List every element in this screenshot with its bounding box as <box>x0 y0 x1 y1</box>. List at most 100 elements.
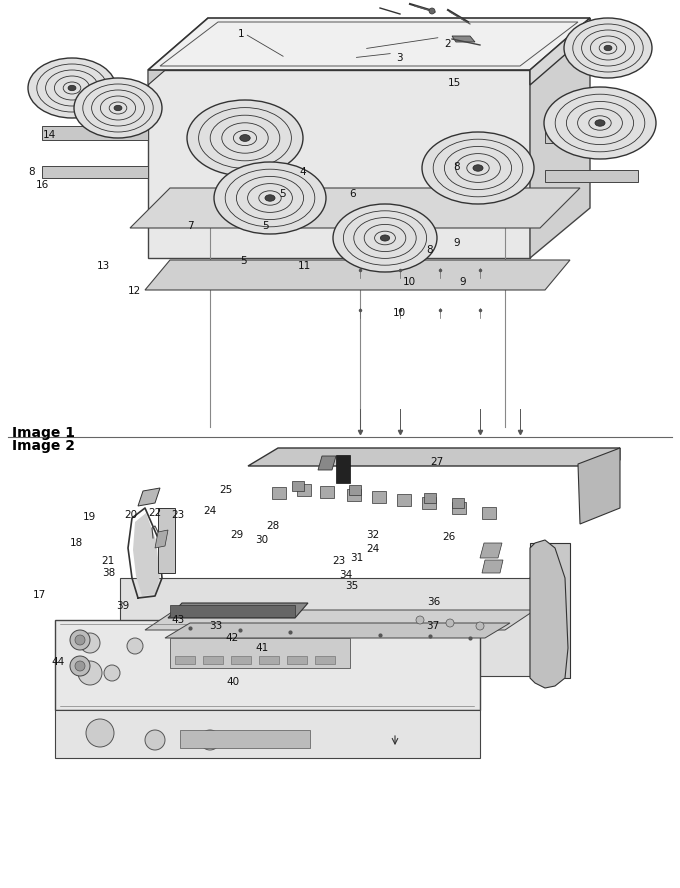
Polygon shape <box>545 130 638 143</box>
Bar <box>315 656 335 664</box>
Bar <box>180 730 310 748</box>
Text: 38: 38 <box>102 567 116 578</box>
Circle shape <box>429 8 435 14</box>
Text: 20: 20 <box>124 510 137 520</box>
Circle shape <box>127 638 143 654</box>
Polygon shape <box>318 456 336 470</box>
Text: 23: 23 <box>171 510 185 520</box>
Text: 12: 12 <box>128 286 141 297</box>
Bar <box>259 656 279 664</box>
Bar <box>231 656 251 664</box>
Text: 1: 1 <box>238 28 245 39</box>
Circle shape <box>75 635 85 645</box>
Ellipse shape <box>265 194 275 202</box>
Text: 27: 27 <box>430 456 443 467</box>
Bar <box>452 502 466 514</box>
Polygon shape <box>148 18 590 70</box>
Bar <box>349 485 361 495</box>
Ellipse shape <box>214 162 326 234</box>
Text: 33: 33 <box>209 621 223 631</box>
Ellipse shape <box>595 120 605 126</box>
Ellipse shape <box>28 58 116 118</box>
Text: 11: 11 <box>298 261 311 272</box>
Text: 41: 41 <box>255 643 269 654</box>
Polygon shape <box>248 448 620 466</box>
Circle shape <box>80 633 100 653</box>
Circle shape <box>86 719 114 747</box>
Polygon shape <box>145 610 535 630</box>
Bar <box>287 656 307 664</box>
Text: 8: 8 <box>454 162 460 172</box>
Text: 24: 24 <box>203 505 216 516</box>
Circle shape <box>416 616 424 624</box>
Text: 8: 8 <box>426 245 433 256</box>
Ellipse shape <box>240 135 250 141</box>
Circle shape <box>145 730 165 750</box>
Bar <box>372 491 386 503</box>
Polygon shape <box>55 710 480 758</box>
Text: 21: 21 <box>101 556 114 567</box>
Text: 31: 31 <box>350 552 364 563</box>
Circle shape <box>78 661 102 685</box>
Circle shape <box>476 622 484 630</box>
Polygon shape <box>148 70 530 258</box>
Polygon shape <box>120 578 530 676</box>
Text: 6: 6 <box>349 188 356 199</box>
Polygon shape <box>42 166 148 178</box>
Text: 13: 13 <box>97 261 110 272</box>
Circle shape <box>200 730 220 750</box>
Text: 18: 18 <box>69 538 83 549</box>
Text: 10: 10 <box>393 307 407 318</box>
Text: 17: 17 <box>33 590 46 600</box>
Bar <box>170 638 350 668</box>
Ellipse shape <box>604 45 612 51</box>
Circle shape <box>70 630 90 650</box>
Text: 30: 30 <box>255 535 269 545</box>
Polygon shape <box>158 508 175 573</box>
Text: 2: 2 <box>444 38 451 49</box>
Text: 10: 10 <box>403 277 416 288</box>
Bar <box>424 493 436 503</box>
Text: 5: 5 <box>262 221 269 232</box>
Ellipse shape <box>422 132 534 204</box>
Circle shape <box>104 665 120 681</box>
Polygon shape <box>482 560 503 573</box>
Bar <box>482 507 496 519</box>
Text: 42: 42 <box>226 632 239 643</box>
Polygon shape <box>138 488 160 506</box>
Ellipse shape <box>114 106 122 111</box>
Polygon shape <box>165 623 510 638</box>
Polygon shape <box>452 36 475 42</box>
Polygon shape <box>145 260 570 290</box>
Polygon shape <box>578 448 620 524</box>
Text: Image 2: Image 2 <box>12 439 75 453</box>
Ellipse shape <box>473 165 483 171</box>
Ellipse shape <box>380 235 390 241</box>
Text: 23: 23 <box>332 556 345 567</box>
Text: 5: 5 <box>279 188 286 199</box>
Bar <box>0 440 680 888</box>
Text: 29: 29 <box>230 529 243 540</box>
Bar <box>452 498 464 508</box>
Text: 5: 5 <box>240 256 247 266</box>
Polygon shape <box>530 18 590 85</box>
Polygon shape <box>530 548 565 676</box>
Bar <box>0 0 680 437</box>
Text: 8: 8 <box>28 167 35 178</box>
Text: 22: 22 <box>148 508 162 519</box>
Circle shape <box>446 619 454 627</box>
Text: 9: 9 <box>454 238 460 249</box>
Bar <box>203 656 223 664</box>
Text: 25: 25 <box>219 485 233 496</box>
Bar <box>336 455 350 483</box>
Bar <box>422 497 436 509</box>
Text: 36: 36 <box>427 597 441 607</box>
Circle shape <box>75 661 85 671</box>
Polygon shape <box>42 126 148 140</box>
Polygon shape <box>133 513 160 596</box>
Bar <box>347 489 361 501</box>
Bar <box>175 656 195 664</box>
Polygon shape <box>530 543 570 678</box>
Bar <box>320 486 334 498</box>
Text: 28: 28 <box>267 520 280 531</box>
